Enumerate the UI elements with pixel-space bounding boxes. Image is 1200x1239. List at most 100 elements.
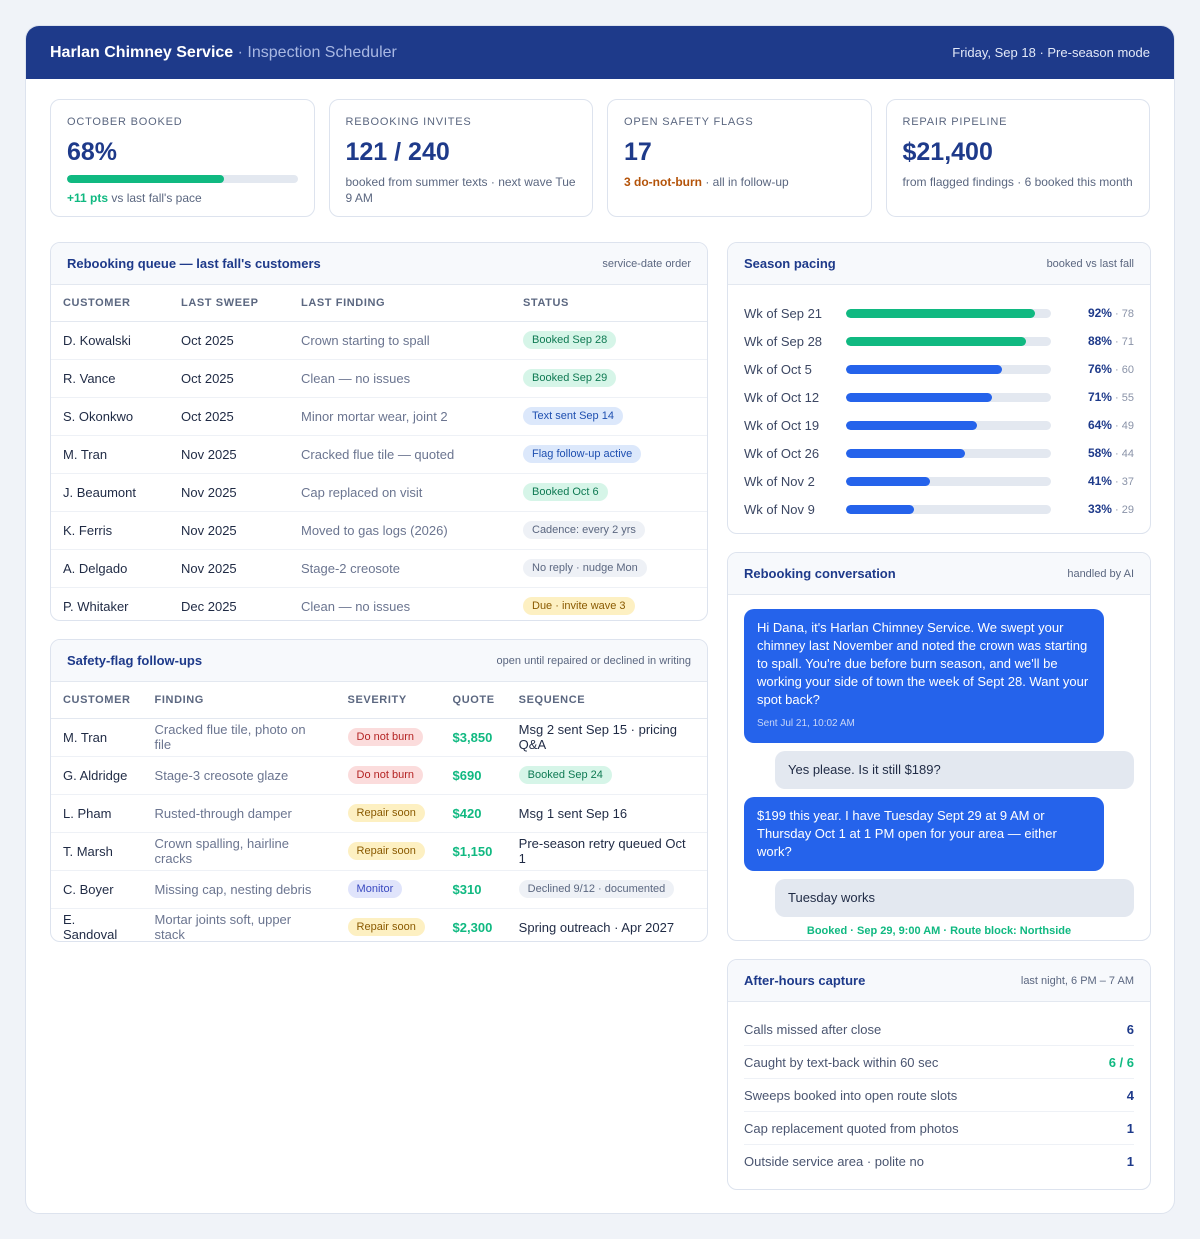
table-row[interactable]: K. Ferris Nov 2025 Moved to gas logs (2026…: [51, 511, 707, 550]
status-badge: Due · invite wave 3: [523, 597, 635, 616]
status-cell: Booked Oct 6: [511, 473, 707, 512]
status-cell: Text sent Sep 14: [511, 397, 707, 436]
table-row[interactable]: E. Sandoval Mortar joints soft, upper sta…: [51, 908, 707, 942]
severity-badge: Repair soon: [347, 842, 425, 860]
season-pacing-panel: Season pacing booked vs last fall Wk of …: [727, 242, 1151, 534]
table-row[interactable]: L. Pham Rusted-through damper Repair soon $…: [51, 794, 707, 833]
capture-value: 4: [1126, 1087, 1134, 1103]
quote-amount: $690: [440, 756, 507, 795]
table-row[interactable]: S. Okonkwo Oct 2025 Minor mortar wear, joi…: [51, 397, 707, 436]
column-header[interactable]: Quote: [440, 682, 507, 719]
safety-table: Customer Finding Severity Quote Sequence…: [51, 682, 707, 942]
table-row[interactable]: D. Kowalski Oct 2025 Crown starting to spa…: [51, 321, 707, 360]
table-row[interactable]: M. Tran Nov 2025 Cracked flue tile — quote…: [51, 435, 707, 474]
rebooking-queue-panel: Rebooking queue — last fall's customers …: [50, 242, 708, 621]
column-header[interactable]: Severity: [335, 682, 441, 719]
status-cell: Flag follow-up active: [511, 435, 707, 474]
panel-header: Rebooking queue — last fall's customers …: [51, 243, 707, 285]
last-finding: Clean — no issues: [289, 359, 511, 398]
pacing-row: Wk of Nov 2 41% · 37: [728, 467, 1150, 495]
app-brand: Harlan Chimney Service · Inspection Sche…: [50, 44, 397, 62]
outgoing-message: $199 this year. I have Tuesday Sept 29 a…: [744, 797, 1104, 871]
pacing-bar: [846, 420, 1051, 430]
kpi-note: from flagged findings · 6 booked this mo…: [902, 175, 1133, 189]
date-mode-status: Friday, Sep 18 · Pre-season mode: [952, 45, 1150, 60]
capture-label: Outside service area · polite no: [744, 1154, 924, 1169]
table-header-row: Customer Last sweep Last finding Status: [51, 285, 707, 322]
customer-name: A. Delgado: [51, 549, 169, 588]
table-row[interactable]: P. Whitaker Dec 2025 Clean — no issues Due …: [51, 587, 707, 620]
kpi-value: 68%: [67, 138, 118, 166]
finding: Missing cap, nesting debris: [142, 870, 336, 909]
customer-name: T. Marsh: [51, 832, 143, 871]
column-header[interactable]: Customer: [51, 285, 169, 322]
table-row[interactable]: C. Boyer Missing cap, nesting debris Monit…: [51, 870, 707, 909]
pacing-bar: [846, 448, 1051, 458]
pacing-bar-fill: [846, 476, 931, 486]
last-finding: Stage-2 creosote: [289, 549, 511, 588]
column-header[interactable]: Sequence: [506, 682, 707, 719]
quote-amount: $3,850: [440, 718, 507, 757]
finding: Mortar joints soft, upper stack: [154, 912, 292, 942]
kpi-note: booked from summer texts · next wave Tue…: [345, 175, 576, 205]
column-header[interactable]: Last sweep: [169, 285, 289, 322]
table-row[interactable]: A. Delgado Nov 2025 Stage-2 creosote No rep…: [51, 549, 707, 588]
incoming-message: Yes please. Is it still $189?: [775, 751, 1134, 789]
status-badge: Flag follow-up active: [523, 445, 642, 463]
status-cell: Cadence: every 2 yrs: [511, 511, 707, 550]
table-row[interactable]: T. Marsh Crown spalling, hairline cracks R…: [51, 832, 707, 871]
last-finding: Moved to gas logs (2026): [289, 511, 511, 550]
kpi-note-highlight: 3 do-not-burn: [624, 175, 702, 189]
pacing-row: Wk of Oct 12 71% · 55: [728, 383, 1150, 411]
week-label: Wk of Sep 21: [744, 305, 823, 321]
customer-name: M. Tran: [51, 718, 143, 757]
quote-amount: $420: [440, 794, 507, 833]
kpi-note-text: · all in follow-up: [701, 175, 789, 189]
booking-confirmation: Booked · Sep 29, 9:00 AM · Route block: …: [806, 925, 1072, 937]
handler-label: handled by AI: [1067, 567, 1134, 580]
pacing-percent: 76% · 60: [1087, 362, 1134, 376]
after-hours-panel: After-hours capture last night, 6 PM – 7…: [727, 959, 1151, 1190]
table-row[interactable]: R. Vance Oct 2025 Clean — no issues Booked …: [51, 359, 707, 398]
table-row[interactable]: J. Beaumont Nov 2025 Cap replaced on visit…: [51, 473, 707, 512]
last-finding: Crown starting to spall: [289, 321, 511, 360]
capture-row: Sweeps booked into open route slots 4: [744, 1079, 1134, 1112]
capture-label: Sweeps booked into open route slots: [744, 1087, 958, 1103]
october-booked-progress: [67, 175, 298, 183]
status-cell: Booked Sep 29: [511, 359, 707, 398]
booked-count: · 71: [1111, 336, 1134, 348]
column-header[interactable]: Customer: [51, 682, 143, 719]
capture-value: 6 / 6: [1108, 1054, 1134, 1070]
week-label: Wk of Nov 9: [744, 501, 815, 517]
severity-badge: Do not burn: [347, 766, 424, 784]
pacing-row: Wk of Nov 9 33% · 29: [728, 495, 1150, 523]
sequence-cell: Spring outreach · Apr 2027: [518, 919, 675, 935]
column-header[interactable]: Finding: [142, 682, 336, 719]
capture-value: 1: [1126, 1154, 1134, 1169]
pacing-percent: 58% · 44: [1087, 446, 1134, 460]
kpi-label: Open safety flags: [624, 116, 754, 128]
time-window-label: last night, 6 PM – 7 AM: [1020, 974, 1134, 987]
week-label: Wk of Nov 2: [744, 473, 815, 489]
severity-badge: Do not burn: [347, 728, 424, 746]
kpi-note-highlight: +11 pts: [67, 191, 109, 205]
last-sweep-date: Oct 2025: [169, 359, 289, 398]
customer-name: S. Okonkwo: [51, 397, 169, 436]
status-badge: Booked Sep 28: [523, 331, 617, 349]
booked-count: · 60: [1111, 364, 1134, 376]
pacing-bar-fill: [846, 420, 978, 430]
customer-name: J. Beaumont: [51, 473, 169, 512]
kpi-note: +11 pts vs last fall's pace: [67, 190, 298, 206]
pacing-percent: 92% · 78: [1087, 306, 1134, 320]
column-header[interactable]: Last finding: [289, 285, 511, 322]
table-row[interactable]: M. Tran Cracked flue tile, photo on file D…: [51, 718, 707, 757]
message-timestamp: Sent Jul 21, 10:02 AM: [757, 718, 855, 729]
after-hours-list: Calls missed after close 6 Caught by text-…: [728, 1002, 1150, 1178]
brand-name: Harlan Chimney Service: [50, 43, 234, 61]
panel-title: Rebooking queue — last fall's customers: [67, 256, 321, 271]
capture-value: 1: [1126, 1120, 1134, 1136]
last-finding: Cracked flue tile — quoted: [289, 435, 511, 474]
capture-row: Calls missed after close 6: [744, 1013, 1134, 1046]
column-header[interactable]: Status: [511, 285, 707, 322]
table-row[interactable]: G. Aldridge Stage-3 creosote glaze Do not …: [51, 756, 707, 795]
